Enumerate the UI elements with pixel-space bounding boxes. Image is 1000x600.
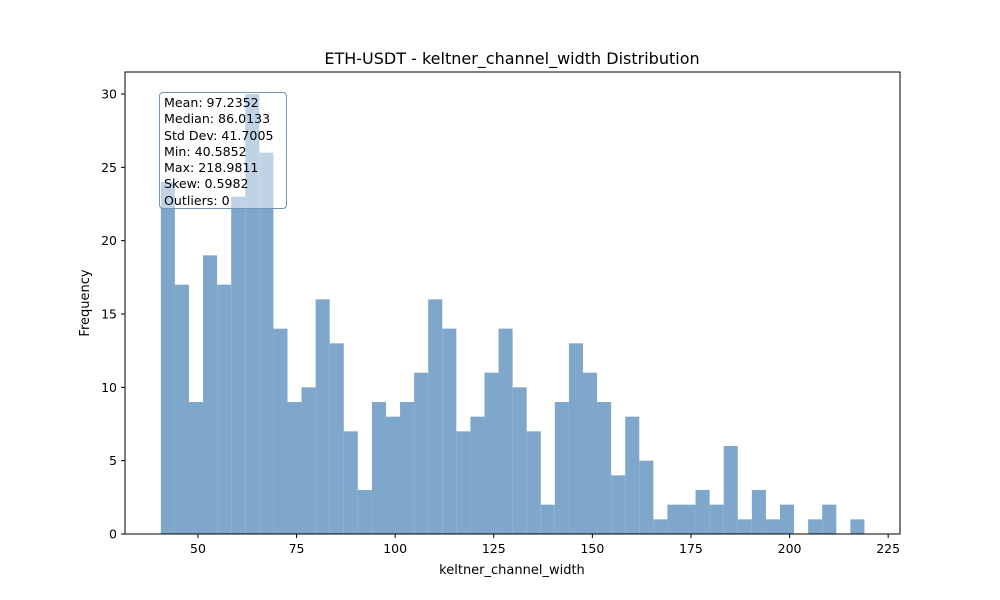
y-tick-label: 10 [101, 380, 117, 395]
histogram-bar [695, 490, 710, 534]
histogram-bar [512, 387, 527, 534]
x-tick-label: 100 [383, 541, 407, 556]
histogram-bar [287, 402, 302, 534]
y-tick-label: 15 [101, 307, 117, 322]
y-tick-label: 20 [101, 233, 117, 248]
histogram-bar [400, 402, 415, 534]
histogram-bar [231, 196, 246, 534]
histogram-bar [540, 504, 555, 534]
stats-max: Max: 218.9811 [164, 160, 259, 176]
histogram-bar [625, 416, 640, 534]
histogram-bar [343, 431, 358, 534]
x-axis-label: keltner_channel_width [439, 563, 585, 578]
x-tick-label: 125 [482, 541, 506, 556]
histogram-bar [779, 504, 795, 534]
histogram-bar [301, 387, 316, 534]
x-axis-ticks: 50 75 100 125 150 175 200 225 [190, 534, 900, 556]
histogram-bar [639, 460, 654, 534]
histogram-bar [329, 343, 344, 534]
histogram-bar [681, 504, 696, 534]
histogram-bar [808, 519, 823, 534]
histogram-bar [568, 343, 583, 534]
x-tick-label: 50 [190, 541, 206, 556]
x-tick-label: 75 [289, 541, 305, 556]
histogram-bar [217, 284, 232, 534]
y-axis-label: Frequency [78, 269, 93, 336]
x-tick-label: 175 [679, 541, 703, 556]
histogram-bar [709, 504, 724, 534]
histogram-bar [723, 446, 738, 534]
histogram-bar [554, 402, 569, 534]
stats-median: Median: 86.0133 [164, 111, 271, 127]
histogram-bar [822, 504, 837, 534]
histogram-bar [470, 416, 485, 534]
stats-min: Min: 40.5852 [164, 143, 247, 159]
histogram-bar [357, 490, 372, 534]
histogram-bar [737, 519, 752, 534]
chart-title: ETH-USDT - keltner_channel_width Distrib… [324, 49, 699, 69]
histogram-bar [498, 328, 513, 534]
x-tick-label: 225 [876, 541, 900, 556]
histogram-bar [611, 475, 626, 534]
stats-annotation-box: Mean: 97.2352 Median: 86.0133 Std Dev: 4… [159, 92, 287, 209]
plot-frame [124, 71, 901, 535]
stats-outliers: Outliers: 0 [164, 192, 230, 208]
stats-mean: Mean: 97.2352 [164, 95, 259, 110]
y-tick-label: 5 [109, 453, 117, 468]
bars-group [160, 94, 865, 535]
histogram-bar [160, 182, 175, 534]
y-axis-ticks: 0 5 10 15 20 25 30 [101, 87, 125, 542]
histogram-bar [315, 299, 330, 534]
histogram-bar [442, 328, 457, 534]
histogram-bar [273, 328, 288, 534]
histogram-bar [667, 504, 682, 534]
histogram-bar [456, 431, 471, 534]
histogram-bar [653, 519, 668, 534]
histogram-bar [850, 519, 865, 534]
histogram-bar [371, 402, 386, 534]
stats-std-dev: Std Dev: 41.7005 [164, 127, 274, 143]
y-tick-label: 25 [101, 160, 117, 175]
histogram-bar [259, 152, 274, 534]
x-tick-label: 200 [778, 541, 802, 556]
histogram-bar [751, 490, 766, 534]
histogram-bar [414, 372, 429, 534]
histogram-bar [174, 284, 189, 534]
histogram-bar [765, 519, 780, 534]
histogram-bar [428, 299, 443, 534]
histogram-bar [582, 372, 598, 534]
histogram-bar [484, 372, 499, 534]
x-tick-label: 150 [580, 541, 604, 556]
y-tick-label: 0 [109, 527, 117, 542]
histogram-bar [597, 402, 612, 534]
histogram-bar [526, 431, 541, 534]
y-tick-label: 30 [101, 87, 117, 102]
histogram-bar [385, 416, 401, 534]
histogram-bar [203, 255, 218, 535]
histogram-bar [188, 402, 204, 534]
stats-skew: Skew: 0.5982 [164, 176, 249, 192]
